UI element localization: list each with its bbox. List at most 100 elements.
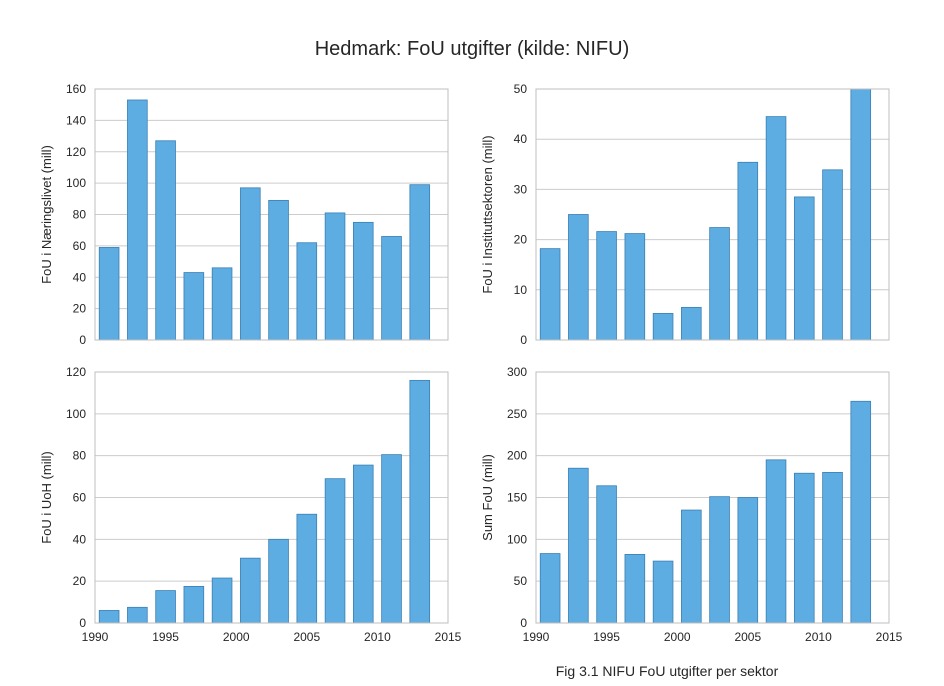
- y-tick-label: 300: [507, 365, 527, 379]
- y-tick-label: 40: [73, 270, 87, 284]
- y-axis-label: FoU i UoH (mill): [39, 451, 54, 543]
- y-tick-label: 80: [73, 449, 87, 463]
- y-tick-label: 30: [514, 182, 528, 196]
- y-tick-label: 250: [507, 407, 527, 421]
- bar: [850, 88, 872, 341]
- bar: [822, 471, 843, 624]
- bar: [624, 553, 646, 624]
- y-tick-label: 20: [73, 302, 87, 316]
- y-tick-label: 60: [73, 491, 87, 505]
- bar: [296, 242, 318, 341]
- bar: [822, 169, 843, 341]
- bar: [98, 610, 120, 624]
- bar: [381, 454, 402, 624]
- plot-frame: [535, 371, 890, 624]
- x-tick-label: 1990: [82, 630, 109, 644]
- y-tick-label: 50: [514, 82, 528, 96]
- bar: [127, 99, 148, 341]
- y-axis-label: Sum FoU (mill): [480, 454, 495, 541]
- bar: [98, 247, 120, 341]
- x-tick-label: 1995: [152, 630, 179, 644]
- y-tick-label: 50: [514, 574, 528, 588]
- y-tick-label: 0: [520, 616, 527, 630]
- y-tick-label: 80: [73, 208, 87, 222]
- bar: [352, 221, 374, 341]
- bar: [381, 236, 402, 341]
- bar: [652, 312, 674, 341]
- bar: [709, 227, 730, 341]
- bar: [211, 267, 233, 341]
- subplot-4: 0 50 100 150 200 250 300 1990 1995 2000 2005 2010 20…: [480, 365, 903, 644]
- y-tick-label: 100: [507, 532, 527, 546]
- y-tick-label: 100: [66, 176, 86, 190]
- bar: [793, 196, 815, 341]
- y-tick-label: 150: [507, 491, 527, 505]
- bar: [681, 306, 702, 341]
- y-tick-label: 20: [514, 233, 528, 247]
- bar: [568, 467, 589, 624]
- x-tick-label: 2015: [435, 630, 462, 644]
- plot-frame: [94, 88, 449, 341]
- bar: [211, 577, 233, 624]
- bar: [737, 161, 759, 341]
- x-tick-label: 2005: [293, 630, 320, 644]
- bar: [568, 214, 589, 341]
- bar: [268, 538, 289, 624]
- bar: [409, 379, 431, 624]
- y-tick-label: 0: [520, 333, 527, 347]
- bar: [352, 464, 374, 624]
- bar: [596, 485, 617, 624]
- bar: [155, 590, 176, 624]
- bar: [324, 478, 346, 624]
- plot-frame: [535, 88, 890, 341]
- x-tick-label: 2010: [364, 630, 391, 644]
- y-tick-label: 60: [73, 239, 87, 253]
- subplot-1: 0 20 40 60 80 100 120 140 160 FoU i Næringslivet …: [39, 82, 449, 347]
- y-axis-label: FoU i Instituttsektoren (mill): [480, 135, 495, 293]
- bar: [240, 557, 261, 624]
- x-tick-label: 2015: [876, 630, 903, 644]
- y-tick-label: 20: [73, 574, 87, 588]
- subplot-2: 0 10 20 30 40 50 FoU i Instituttsektoren (mill…: [480, 82, 890, 347]
- x-tick-label: 1995: [593, 630, 620, 644]
- y-tick-label: 120: [66, 145, 86, 159]
- bar: [409, 184, 431, 341]
- subplot-3: 0 20 40 60 80 100 120 1990 1995 2000 2005 2010 2015 F…: [39, 365, 462, 644]
- y-tick-label: 200: [507, 449, 527, 463]
- y-tick-label: 40: [514, 132, 528, 146]
- y-tick-label: 40: [73, 532, 87, 546]
- x-tick-label: 2005: [734, 630, 761, 644]
- y-tick-label: 140: [66, 113, 86, 127]
- bar: [709, 496, 730, 624]
- y-tick-label: 160: [66, 82, 86, 96]
- bar: [155, 140, 176, 341]
- y-tick-label: 10: [514, 283, 528, 297]
- x-tick-label: 1990: [523, 630, 550, 644]
- bar: [624, 233, 646, 341]
- bar: [183, 272, 205, 341]
- bar: [539, 553, 561, 624]
- y-axis-label: FoU i Næringslivet (mill): [39, 145, 54, 284]
- y-tick-label: 0: [79, 616, 86, 630]
- bar: [324, 212, 346, 341]
- bar: [737, 497, 759, 624]
- bar: [765, 459, 787, 624]
- figure-caption: Fig 3.1 NIFU FoU utgifter per sektor: [556, 663, 779, 679]
- bar: [268, 199, 289, 341]
- figure-title: Hedmark: FoU utgifter (kilde: NIFU): [315, 38, 630, 60]
- y-tick-label: 0: [79, 333, 86, 347]
- plot-frame: [94, 371, 449, 624]
- bar: [539, 248, 561, 341]
- x-tick-label: 2010: [805, 630, 832, 644]
- bar: [183, 585, 205, 624]
- bar: [127, 606, 148, 624]
- bar: [240, 187, 261, 341]
- y-tick-label: 120: [66, 365, 86, 379]
- bar: [765, 116, 787, 341]
- bar: [296, 513, 318, 624]
- bar: [850, 400, 872, 624]
- bar: [596, 231, 617, 341]
- x-tick-label: 2000: [223, 630, 250, 644]
